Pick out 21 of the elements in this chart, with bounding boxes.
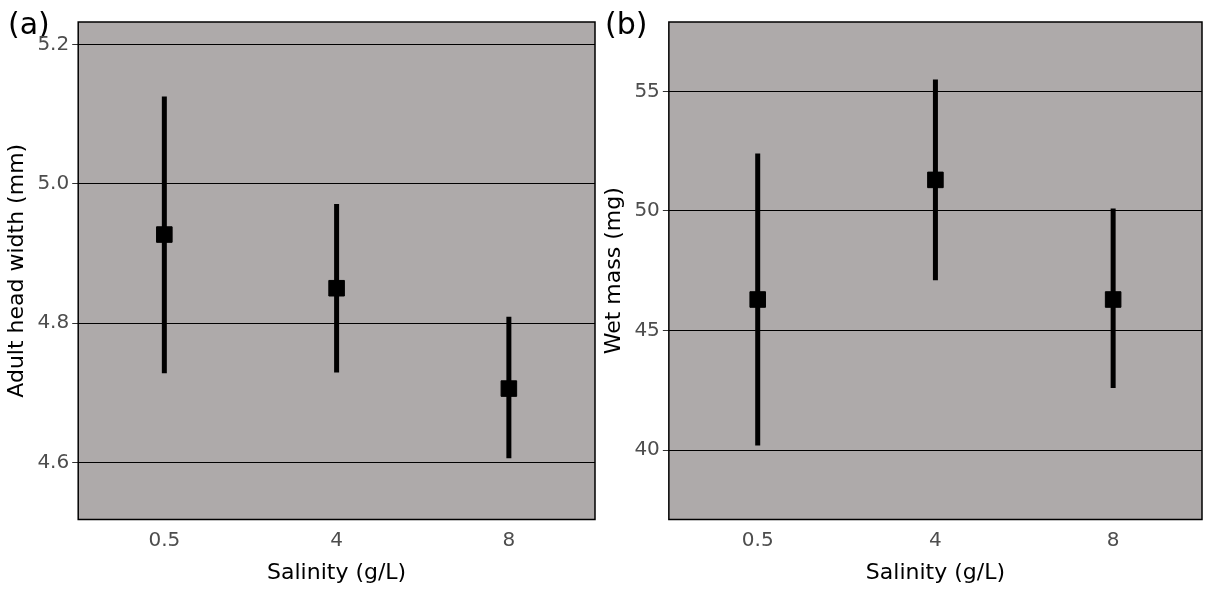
point <box>500 380 518 397</box>
point <box>328 279 345 297</box>
x-tick-label: 4 <box>929 526 942 551</box>
y-tick-label: 4.8 <box>37 309 70 334</box>
y-tick-label: 45 <box>634 316 660 341</box>
y-axis-title: Wet mass (mg) <box>599 187 625 355</box>
y-tick-label: 4.6 <box>37 448 70 473</box>
y-tick-label: 5.0 <box>37 169 70 194</box>
x-tick-label: 4 <box>330 526 343 551</box>
y-tick-label: 55 <box>634 77 660 102</box>
y-tick-label: 40 <box>634 436 660 461</box>
x-axis-title: Salinity (g/L) <box>267 558 407 584</box>
x-tick-label: 8 <box>502 526 516 551</box>
x-tick-label: 0.5 <box>148 526 181 551</box>
x-tick-label: 8 <box>1106 526 1120 551</box>
y-axis-title: Adult head width (mm) <box>2 143 28 398</box>
text: (b) <box>605 6 648 41</box>
point <box>156 226 173 243</box>
x-axis-title: Salinity (g/L) <box>865 558 1006 584</box>
x-tick-label: 0.5 <box>741 526 774 551</box>
y-tick-label: 50 <box>634 197 660 222</box>
